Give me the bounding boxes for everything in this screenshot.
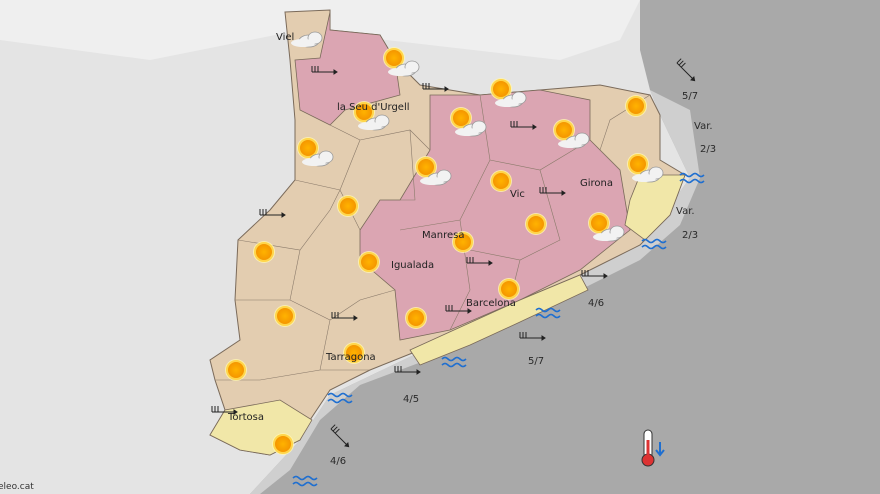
sea-state-label: Var. — [694, 121, 713, 132]
sea-state-label: 4/6 — [588, 298, 604, 309]
zone-pink-north — [294, 11, 401, 126]
coastal-band — [250, 90, 700, 494]
zone-yellow-coast — [409, 274, 589, 366]
city-label: Tarragona — [325, 352, 376, 363]
city-label: Barcelona — [466, 298, 516, 309]
icons — [211, 31, 705, 487]
credit: eleo.cat — [0, 482, 34, 492]
sea-state-label: Var. — [676, 206, 695, 217]
sea-state-label: 5/7 — [682, 91, 698, 102]
zone-pink-central — [359, 89, 631, 341]
sea — [250, 0, 880, 494]
sea-state-label: 2/3 — [700, 144, 716, 155]
sea-state-label: 5/7 — [528, 356, 544, 367]
city-label: Girona — [580, 178, 613, 189]
city-label: Vic — [510, 189, 525, 200]
sea-state-label: 4/5 — [403, 394, 419, 405]
city-label: Igualada — [391, 260, 434, 271]
sea-state-label: 4/6 — [330, 456, 346, 467]
city-label: Manresa — [422, 230, 464, 241]
city-label: Tortosa — [227, 412, 264, 423]
city-label: la Seu d'Urgell — [337, 102, 410, 113]
sea-state-label: 2/3 — [682, 230, 698, 241]
comarca-borders — [215, 94, 651, 381]
city-label: Viel — [276, 32, 294, 43]
